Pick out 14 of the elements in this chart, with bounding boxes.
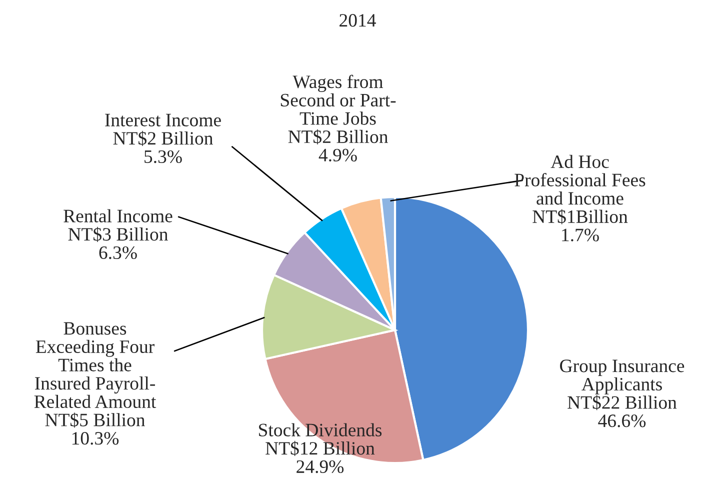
slice-label: Ad Hoc Professional Fees and Income NT$1Billion — [514, 154, 646, 224]
slice-label: Bonuses Exceeding Four Times the Insured Payroll- Related Amount NT$5 Billion — [34, 322, 156, 428]
slice-label: Group Insurance Applicants NT$22 Billion — [560, 360, 684, 410]
data-label: 46.6% — [598, 414, 646, 428]
data-label: 5.3% — [144, 150, 182, 164]
data-label: 6.3% — [99, 246, 137, 260]
data-label: 10.3% — [72, 432, 119, 445]
slice-label: Rental Income NT$3 Billion — [64, 209, 172, 242]
slice-label: Wages from Second or Part- Time Jobs NT$2 Billion — [280, 74, 396, 144]
slice-label: Interest Income NT$2 Billion — [105, 114, 221, 146]
data-label: 4.9% — [318, 148, 357, 162]
data-label: 24.9% — [296, 460, 344, 474]
chart-subtitle: 2014 — [340, 14, 376, 27]
data-label: 1.7% — [562, 228, 599, 242]
